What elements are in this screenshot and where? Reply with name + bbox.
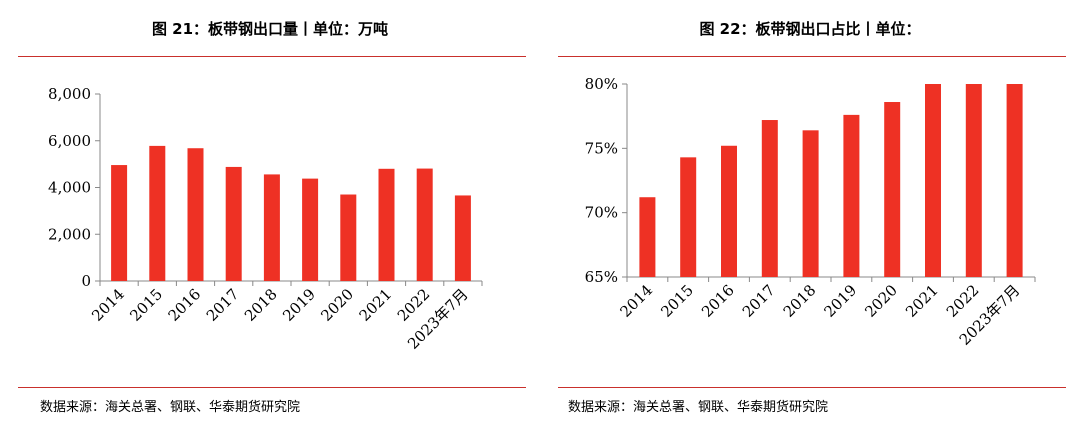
bar bbox=[925, 84, 941, 277]
x-tick-label: 2019 bbox=[279, 285, 319, 325]
x-tick-label: 2020 bbox=[317, 285, 357, 325]
y-tick-label: 70% bbox=[585, 204, 618, 222]
y-tick-label: 2,000 bbox=[48, 225, 91, 243]
x-tick-label: 2014 bbox=[616, 281, 656, 321]
data-source-note: 数据来源：海关总署、钢联、华泰期货研究院 bbox=[40, 400, 301, 415]
y-tick-label: 80% bbox=[585, 75, 618, 93]
x-tick-label: 2018 bbox=[780, 281, 820, 321]
source-divider bbox=[558, 387, 1066, 388]
bar bbox=[111, 165, 128, 281]
y-tick-label: 0 bbox=[81, 272, 91, 290]
bar-chart-export-volume: 02,0004,0006,0008,0002014201520162017201… bbox=[48, 85, 483, 353]
y-tick-label: 65% bbox=[585, 268, 618, 286]
bar bbox=[263, 174, 280, 281]
chart-title: 图 21：板带钢出口量丨单位：万吨 bbox=[151, 20, 389, 38]
bar-chart-export-share: 65% 70% 75% 80% 2014 2015 2016 2017 2018 2019 2020… bbox=[585, 75, 1036, 349]
x-tick-label: 2016 bbox=[698, 281, 738, 321]
y-tick-label: 4,000 bbox=[48, 179, 91, 197]
bar bbox=[843, 114, 860, 277]
x-tick-label: 2015 bbox=[126, 285, 166, 325]
bar bbox=[225, 166, 242, 281]
y-tick-label: 6,000 bbox=[48, 132, 91, 150]
x-tick-label: 2014 bbox=[88, 285, 128, 325]
chart-panel-export-volume: 图 21：板带钢出口量丨单位：万吨 0 2,000 4,000 6,000 8,000 2… bbox=[18, 20, 526, 415]
data-source-note: 数据来源：海关总署、钢联、华泰期货研究院 bbox=[568, 400, 829, 415]
bar bbox=[340, 194, 357, 281]
x-tick-label: 2015 bbox=[657, 281, 697, 321]
y-tick-label: 75% bbox=[585, 139, 618, 157]
bar bbox=[416, 168, 433, 281]
bar bbox=[680, 157, 697, 277]
x-tick-label: 2020 bbox=[861, 281, 901, 321]
bar bbox=[639, 197, 656, 277]
bar bbox=[454, 195, 471, 281]
bar bbox=[965, 84, 982, 277]
x-tick-label: 2018 bbox=[241, 285, 281, 325]
title-divider bbox=[18, 56, 526, 57]
x-tick-label: 2021 bbox=[902, 281, 942, 321]
x-tick-label: 2016 bbox=[165, 285, 205, 325]
bar bbox=[884, 102, 901, 277]
x-tick-label: 2017 bbox=[203, 285, 243, 325]
bar bbox=[761, 120, 778, 277]
chart-title: 图 22：板带钢出口占比丨单位： bbox=[699, 20, 921, 38]
bar bbox=[149, 145, 166, 281]
bar bbox=[802, 130, 819, 277]
title-divider bbox=[558, 56, 1066, 57]
bar bbox=[721, 145, 737, 277]
bar bbox=[1006, 84, 1023, 277]
x-tick-label: 2017 bbox=[739, 281, 779, 321]
source-divider bbox=[18, 387, 526, 388]
y-tick-label: 8,000 bbox=[48, 85, 91, 103]
chart-panel-export-share: 图 22：板带钢出口占比丨单位： 65% 70% 75% 80% 2014 2015 201… bbox=[540, 0, 1080, 422]
bar bbox=[302, 178, 319, 281]
x-tick-label: 2019 bbox=[820, 281, 860, 321]
bar bbox=[187, 148, 204, 281]
bar bbox=[378, 168, 395, 281]
x-tick-label: 2021 bbox=[356, 285, 396, 325]
